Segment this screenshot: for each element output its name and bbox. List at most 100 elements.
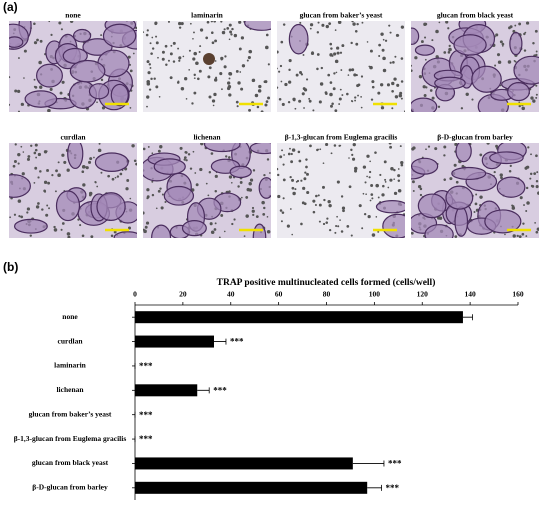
dot (228, 93, 232, 97)
dot (425, 148, 427, 151)
dot (324, 91, 328, 95)
dot (277, 173, 280, 177)
dot (255, 215, 259, 219)
dot (365, 193, 367, 196)
dot (23, 77, 25, 79)
dot (221, 88, 223, 91)
dot (422, 85, 426, 89)
dot (377, 196, 380, 199)
dot (46, 169, 50, 172)
dot (371, 80, 375, 84)
cell (424, 224, 454, 238)
dot (36, 38, 39, 42)
dot (387, 186, 390, 189)
dot (351, 21, 354, 23)
dot (191, 102, 194, 105)
dot (188, 49, 191, 52)
dot (306, 172, 309, 176)
dot (316, 53, 320, 56)
dot (381, 193, 385, 197)
dot (198, 69, 202, 73)
dot (518, 22, 522, 26)
dot (223, 65, 227, 69)
dot (251, 78, 256, 83)
dot (437, 105, 441, 108)
dot (287, 100, 291, 104)
dot (370, 98, 374, 101)
dot (248, 108, 252, 112)
y-tick-label: none (62, 312, 78, 321)
dot (63, 160, 67, 164)
dot (214, 60, 217, 62)
cell (496, 176, 526, 198)
cell (35, 63, 63, 88)
dot (34, 166, 38, 170)
dot (523, 204, 526, 207)
dot (210, 152, 214, 155)
dot (261, 200, 265, 205)
dot (167, 59, 170, 62)
dot (389, 178, 393, 182)
dot (262, 212, 266, 216)
dot (341, 94, 344, 97)
dot (149, 42, 152, 45)
dot (233, 33, 238, 38)
dot (397, 189, 402, 193)
dot (438, 21, 441, 24)
micrograph (411, 21, 539, 112)
dot (210, 21, 213, 23)
dot (281, 149, 284, 152)
dot (177, 47, 180, 50)
dot (504, 233, 506, 236)
y-tick-label: curdlan (57, 336, 83, 345)
dot (400, 160, 404, 165)
dot (334, 59, 339, 64)
dot (443, 51, 447, 54)
dot (514, 24, 517, 27)
dot (397, 179, 401, 182)
dot (33, 181, 36, 184)
cell (434, 76, 466, 90)
dot (291, 178, 295, 182)
dot (240, 36, 245, 40)
dot (340, 230, 344, 233)
dot (334, 231, 337, 234)
dot (282, 178, 286, 182)
dot (289, 147, 291, 150)
dot (49, 87, 53, 91)
bar (135, 311, 463, 324)
dot (423, 22, 427, 26)
dot (247, 55, 251, 60)
chart-title: TRAP positive multinucleated cells forme… (217, 277, 436, 288)
dot (9, 216, 12, 219)
dot (525, 166, 528, 169)
dot (263, 173, 266, 177)
dot (59, 91, 63, 95)
dot (17, 110, 20, 112)
dot (277, 50, 279, 54)
cell (203, 143, 241, 153)
dot (424, 36, 427, 39)
dot (154, 22, 158, 26)
dot (20, 102, 24, 106)
x-tick-label: 80 (323, 290, 331, 299)
dot (266, 158, 270, 161)
dot (228, 71, 232, 76)
dot (169, 76, 173, 80)
dot (380, 106, 385, 110)
dot (145, 33, 149, 37)
dot (239, 71, 242, 73)
dot (195, 61, 199, 66)
dot (184, 77, 188, 81)
dot (384, 181, 387, 183)
dot (221, 30, 226, 35)
dot (199, 45, 202, 48)
cell (69, 59, 106, 83)
cell (249, 143, 271, 155)
dot (397, 174, 401, 178)
dot (423, 94, 427, 97)
dot (495, 33, 499, 37)
dot (193, 77, 196, 80)
dot (448, 47, 452, 52)
dot (251, 206, 255, 210)
